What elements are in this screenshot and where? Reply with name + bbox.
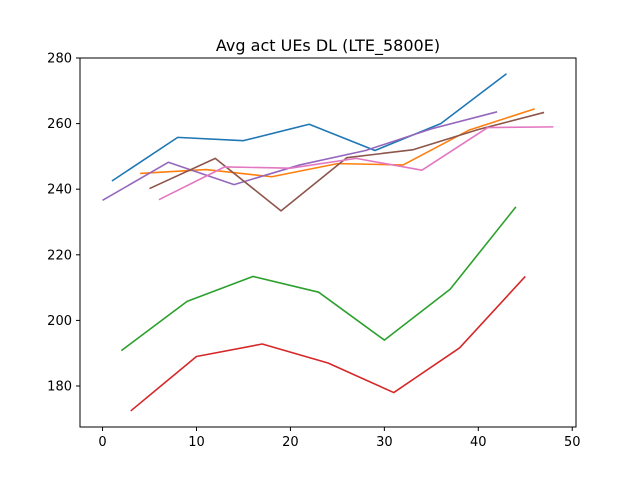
- series-line-5: [102, 111, 498, 202]
- series-line-4: [130, 275, 526, 412]
- y-tick-label: 280: [47, 52, 72, 67]
- axes-frame: [79, 57, 577, 428]
- axes-group: 0 10 20 30 40 50 180 200 220 240 260 280: [47, 52, 580, 451]
- series-line-1: [111, 73, 507, 182]
- x-tick-label: 50: [564, 435, 581, 450]
- y-tick-label: 200: [47, 314, 72, 329]
- x-tick-label: 0: [98, 435, 106, 450]
- x-tick-label: 10: [188, 435, 205, 450]
- plot-series-group: [102, 73, 554, 412]
- series-line-3: [120, 206, 517, 352]
- series-line-6: [149, 111, 545, 212]
- y-tick-label: 260: [47, 117, 72, 132]
- x-tick-label: 20: [282, 435, 299, 450]
- series-line-2: [140, 108, 535, 178]
- y-tick-label: 220: [47, 248, 72, 263]
- y-tick-label: 180: [47, 380, 72, 395]
- series-line-7: [158, 126, 554, 201]
- chart-title: Avg act UEs DL (LTE_5800E): [216, 36, 440, 56]
- x-tick-label: 40: [470, 435, 487, 450]
- y-tick-label: 240: [47, 183, 72, 198]
- x-tick-label: 30: [376, 435, 393, 450]
